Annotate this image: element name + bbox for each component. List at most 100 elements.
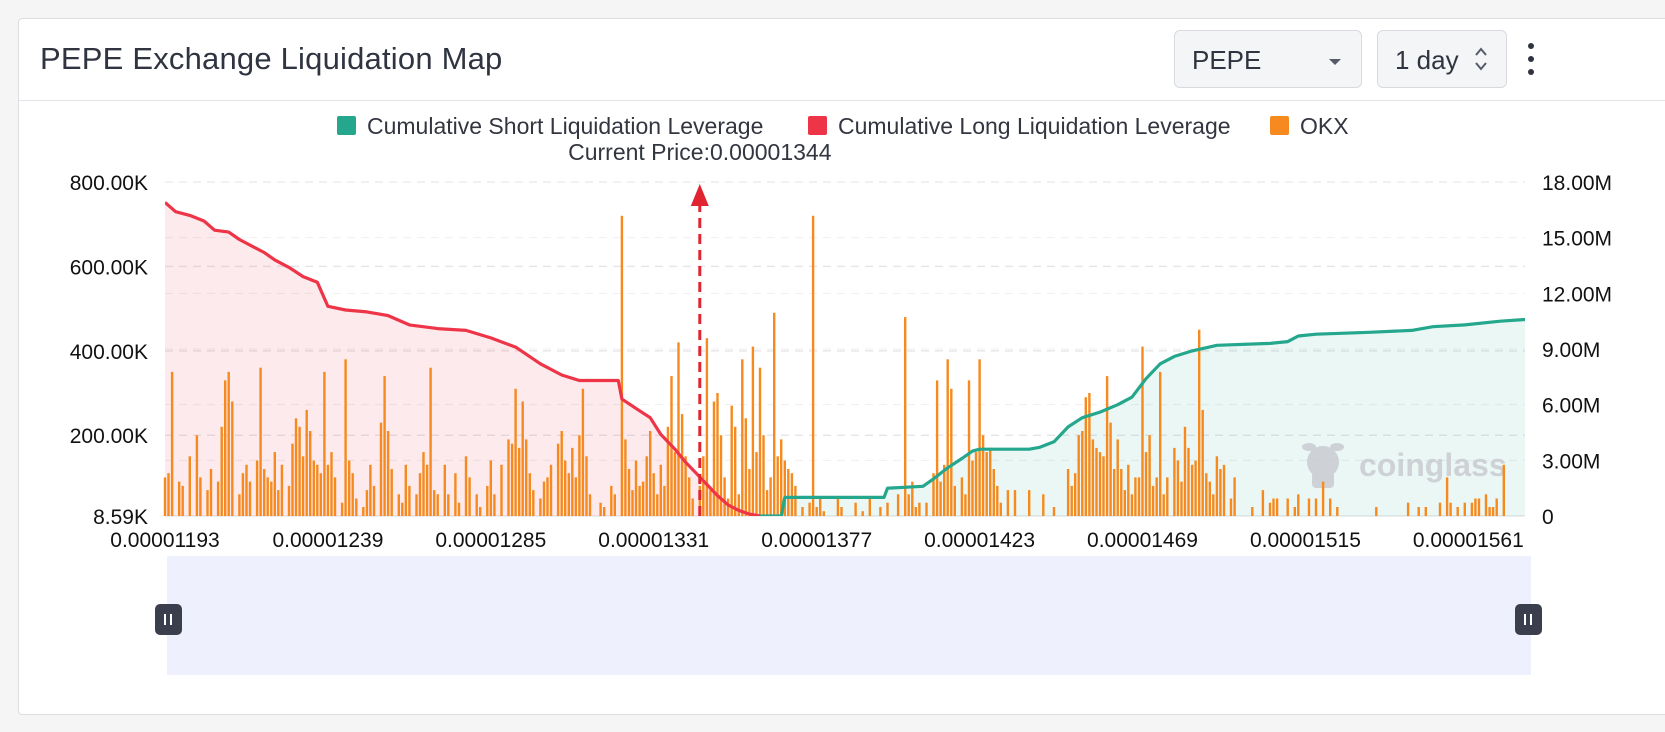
okx-bar	[719, 435, 723, 516]
okx-bar	[291, 443, 294, 516]
y-left-tick-label: 200.00K	[70, 425, 148, 448]
okx-bar	[815, 507, 818, 516]
time-range-select[interactable]: 1 day	[1377, 30, 1507, 88]
okx-bar	[464, 456, 468, 516]
okx-bar	[1488, 507, 1491, 516]
okx-bar	[1074, 473, 1077, 516]
okx-bar	[1190, 464, 1194, 516]
okx-bar	[206, 490, 209, 516]
okx-bar	[1198, 329, 1201, 516]
legend-swatch	[808, 116, 827, 135]
okx-bar	[344, 359, 347, 516]
okx-bar	[918, 502, 921, 516]
okx-bar	[1081, 431, 1084, 516]
okx-bar	[1201, 409, 1204, 516]
okx-bar	[1148, 435, 1151, 516]
okx-bar	[996, 485, 999, 516]
okx-bar	[1261, 490, 1265, 516]
more-options-button[interactable]	[1519, 39, 1543, 79]
okx-bar	[790, 473, 794, 516]
okx-bar	[1314, 498, 1318, 516]
legend-swatch	[337, 116, 356, 135]
okx-bar	[415, 494, 418, 516]
okx-bar	[896, 494, 900, 516]
okx-bar	[255, 460, 259, 516]
okx-bar	[1105, 376, 1109, 516]
range-slider[interactable]	[155, 556, 1542, 675]
okx-bar	[316, 464, 319, 516]
okx-bar	[365, 490, 369, 516]
okx-bar	[741, 359, 744, 516]
okx-bar	[1491, 507, 1495, 516]
okx-bar	[1424, 507, 1427, 516]
okx-bar	[787, 469, 790, 516]
okx-bar	[950, 388, 953, 516]
okx-bar	[510, 443, 514, 516]
okx-bar	[1113, 469, 1116, 516]
okx-bar	[581, 388, 585, 516]
x-tick-label: 0.00001561	[1413, 529, 1524, 552]
okx-bar	[836, 498, 840, 516]
okx-bar	[188, 456, 191, 516]
okx-bar	[960, 477, 964, 516]
okx-bar	[475, 494, 478, 516]
okx-bar	[1151, 485, 1155, 516]
okx-bar	[1176, 460, 1180, 516]
okx-bar	[783, 460, 786, 516]
okx-bar	[780, 439, 783, 516]
okx-bar	[1127, 464, 1130, 516]
okx-bar	[1293, 507, 1296, 516]
okx-bar	[1329, 498, 1332, 516]
okx-bar	[312, 460, 315, 516]
okx-bar	[716, 393, 719, 516]
okx-bar	[1229, 498, 1233, 516]
okx-bar	[1445, 477, 1449, 516]
okx-bar	[1137, 477, 1141, 516]
okx-bar	[578, 435, 581, 516]
okx-bar	[734, 426, 737, 516]
okx-bar	[1091, 439, 1095, 516]
okx-bar	[1130, 494, 1134, 516]
okx-bar	[479, 507, 482, 516]
okx-bar	[528, 473, 531, 516]
okx-bar	[333, 477, 337, 516]
okx-bar	[195, 435, 199, 516]
okx-bar	[1205, 473, 1208, 516]
okx-bar	[1474, 498, 1477, 516]
okx-bar	[663, 485, 666, 516]
okx-bar	[1268, 502, 1272, 516]
slider-handle-left[interactable]	[155, 604, 182, 635]
okx-bar	[422, 452, 425, 516]
coin-select[interactable]: PEPE	[1174, 30, 1362, 88]
okx-bar	[620, 215, 624, 517]
okx-bar	[493, 494, 496, 516]
okx-bar	[588, 494, 592, 516]
okx-bar	[794, 485, 797, 516]
okx-bar	[1417, 507, 1420, 516]
okx-bar	[259, 367, 262, 516]
okx-bar	[649, 431, 652, 516]
okx-bar	[447, 494, 450, 516]
okx-bar	[1272, 498, 1275, 516]
okx-bar	[705, 338, 709, 516]
okx-bar	[518, 447, 521, 516]
y-left-tick-label: 400.00K	[70, 341, 148, 364]
okx-bar	[1120, 469, 1123, 516]
cumulative-lines	[165, 201, 1525, 516]
up-down-icon	[1475, 47, 1487, 71]
x-tick-label: 0.00001193	[110, 529, 219, 552]
slider-handle-right[interactable]	[1515, 604, 1542, 635]
okx-bar	[1006, 490, 1010, 516]
okx-bar	[613, 494, 616, 516]
okx-bar	[1116, 439, 1119, 516]
okx-bar	[981, 435, 985, 516]
coinglass-bull-icon	[1302, 443, 1344, 488]
okx-bar	[585, 456, 588, 516]
okx-bar	[330, 452, 333, 516]
okx-bar	[241, 473, 245, 516]
okx-bar	[1109, 422, 1112, 516]
okx-bar	[758, 367, 762, 516]
okx-bar	[698, 485, 701, 516]
okx-bars	[163, 215, 1505, 517]
slider-track[interactable]	[167, 556, 1531, 675]
